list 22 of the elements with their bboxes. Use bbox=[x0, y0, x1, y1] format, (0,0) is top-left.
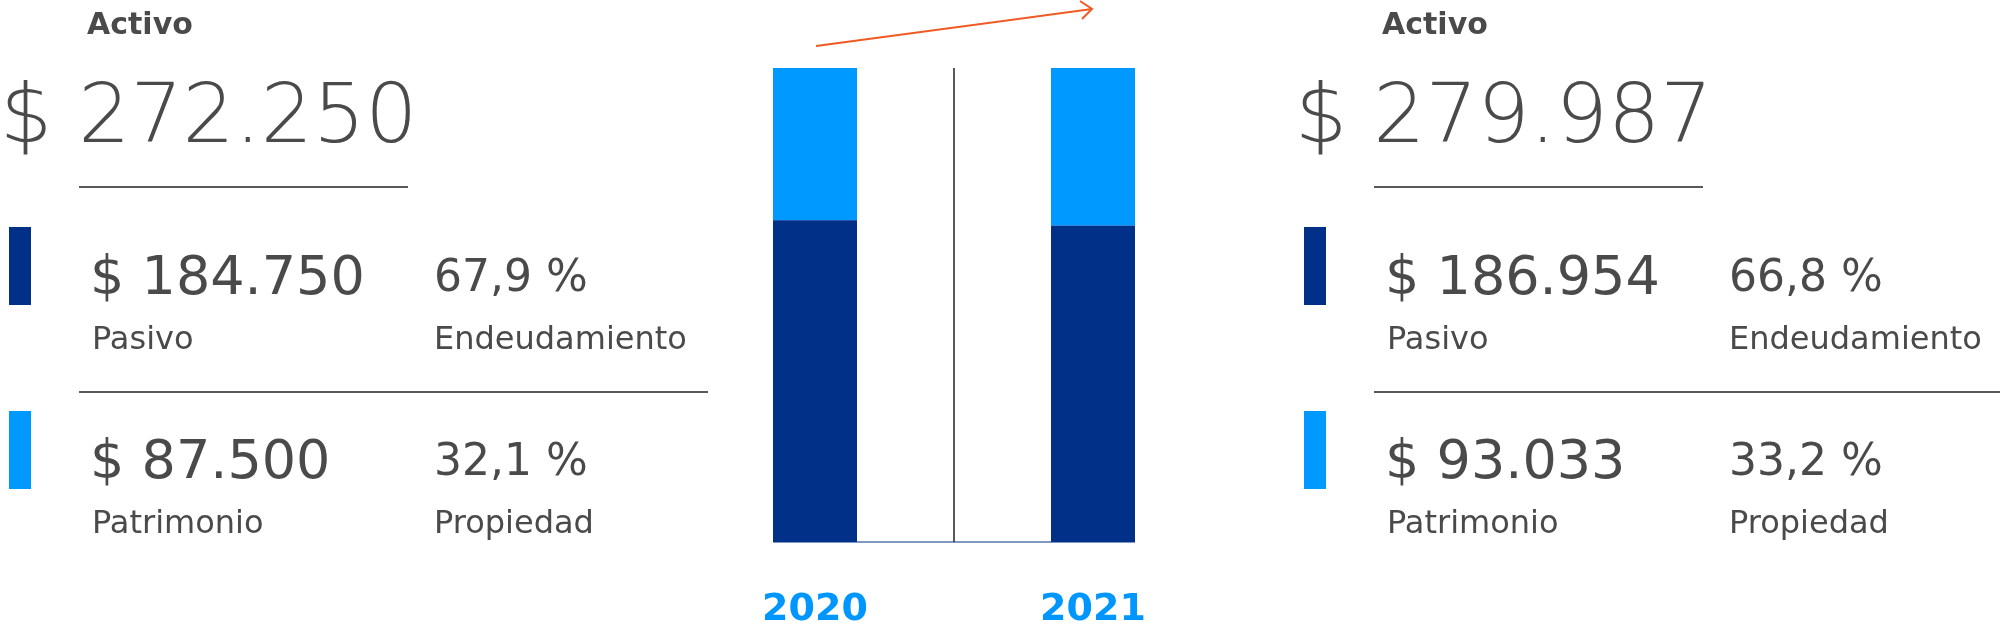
text: Pasivo bbox=[92, 319, 194, 357]
text: 33,2 % bbox=[1729, 434, 1883, 485]
text: $ 186.954 bbox=[1385, 244, 1660, 307]
text: Propiedad bbox=[434, 503, 594, 541]
text: $ 93.033 bbox=[1385, 428, 1626, 491]
x-tick-label: 2020 bbox=[762, 585, 868, 627]
text: 67,9 % bbox=[434, 250, 588, 301]
text: Activo bbox=[1382, 6, 1488, 41]
text: $ 87.500 bbox=[90, 428, 331, 491]
text: 32,1 % bbox=[434, 434, 588, 485]
text: Endeudamiento bbox=[434, 319, 687, 357]
text: $ 279.987 bbox=[1295, 66, 1713, 161]
text: Patrimonio bbox=[92, 503, 264, 541]
text: Patrimonio bbox=[1387, 503, 1559, 541]
text: Activo bbox=[87, 6, 193, 41]
text: $ 184.750 bbox=[90, 244, 365, 307]
text: Propiedad bbox=[1729, 503, 1889, 541]
text: Endeudamiento bbox=[1729, 319, 1982, 357]
text: Pasivo bbox=[1387, 319, 1489, 357]
text: 66,8 % bbox=[1729, 250, 1883, 301]
x-tick-label: 2021 bbox=[1040, 585, 1146, 627]
text: $ 272.250 bbox=[0, 66, 418, 161]
